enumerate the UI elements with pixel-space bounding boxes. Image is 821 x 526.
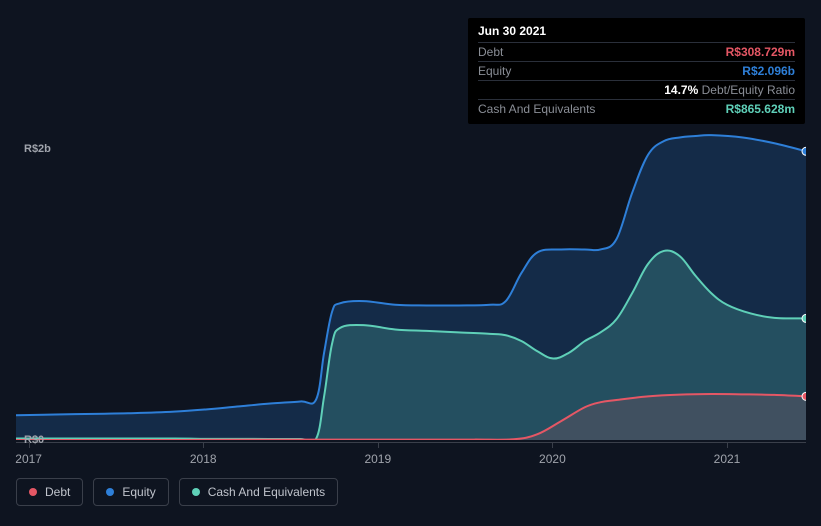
- tooltip-ratio: 14.7% Debt/Equity Ratio: [664, 83, 795, 97]
- legend-item-cash-and-equivalents[interactable]: Cash And Equivalents: [179, 478, 338, 506]
- legend-dot-icon: [192, 488, 200, 496]
- tooltip-row-cash: Cash And Equivalents R$865.628m: [478, 100, 795, 118]
- x-axis-label: 2020: [539, 452, 566, 466]
- legend-label: Debt: [45, 485, 70, 499]
- x-axis-tick: [29, 442, 30, 448]
- tooltip-value: R$2.096b: [742, 64, 795, 78]
- tooltip-ratio-pct: 14.7%: [664, 83, 698, 97]
- legend: Debt Equity Cash And Equivalents: [16, 478, 338, 506]
- x-axis-label: 2019: [364, 452, 391, 466]
- legend-dot-icon: [29, 488, 37, 496]
- legend-item-equity[interactable]: Equity: [93, 478, 168, 506]
- tooltip-card: Jun 30 2021 Debt R$308.729m Equity R$2.0…: [468, 18, 805, 124]
- marker-dot: [802, 392, 806, 400]
- legend-dot-icon: [106, 488, 114, 496]
- legend-label: Cash And Equivalents: [208, 485, 325, 499]
- tooltip-value: R$865.628m: [726, 102, 795, 116]
- tooltip-row-ratio: 14.7% Debt/Equity Ratio: [478, 81, 795, 100]
- x-axis-line: [16, 442, 806, 443]
- x-axis-tick: [727, 442, 728, 448]
- y-axis-label: R$2b: [24, 143, 38, 155]
- tooltip-date: Jun 30 2021: [478, 24, 795, 43]
- tooltip-label: Debt: [478, 45, 503, 59]
- tooltip-label: Equity: [478, 64, 511, 78]
- x-axis-label: 2021: [714, 452, 741, 466]
- marker-dot: [802, 147, 806, 155]
- x-axis-label: 2017: [15, 452, 42, 466]
- chart-svg: [16, 120, 806, 440]
- chart-area[interactable]: [16, 120, 806, 440]
- tooltip-row-equity: Equity R$2.096b: [478, 62, 795, 81]
- legend-label: Equity: [122, 485, 155, 499]
- legend-item-debt[interactable]: Debt: [16, 478, 83, 506]
- x-axis-tick: [378, 442, 379, 448]
- x-axis-tick: [203, 442, 204, 448]
- tooltip-row-debt: Debt R$308.729m: [478, 43, 795, 62]
- tooltip-ratio-label: Debt/Equity Ratio: [702, 83, 795, 97]
- tooltip-label: Cash And Equivalents: [478, 102, 595, 116]
- tooltip-value: R$308.729m: [726, 45, 795, 59]
- x-axis-label: 2018: [190, 452, 217, 466]
- x-axis-tick: [552, 442, 553, 448]
- marker-dot: [802, 314, 806, 322]
- x-axis-labels: 2017 2018 2019 2020 2021: [16, 448, 806, 468]
- y-axis-label: R$0: [24, 434, 38, 446]
